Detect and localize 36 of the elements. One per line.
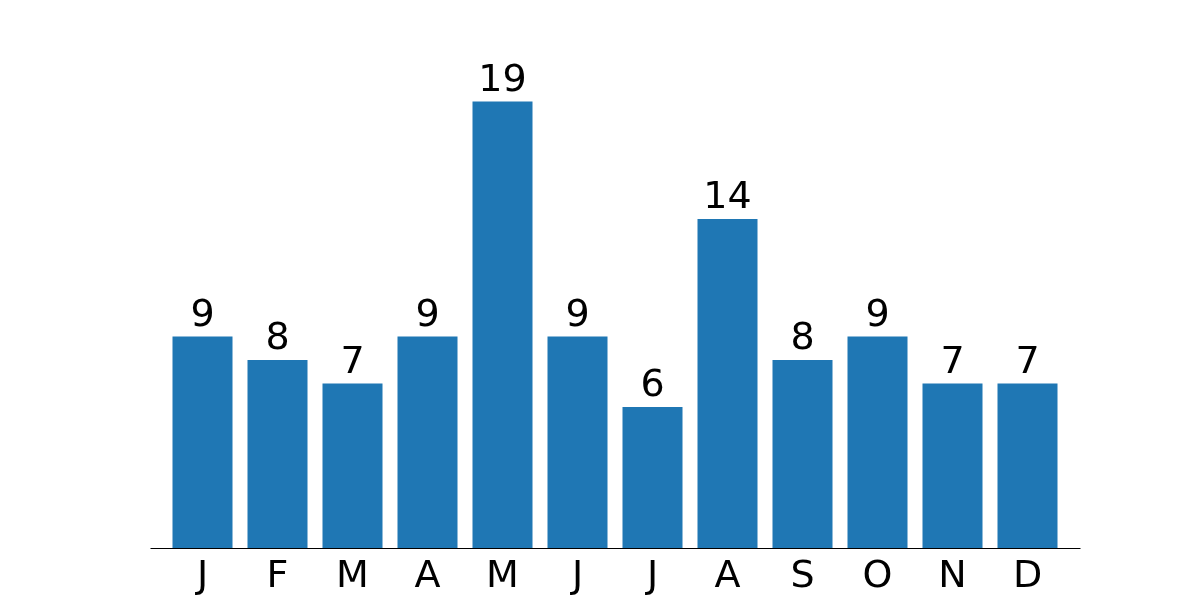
data-label: 7	[940, 337, 965, 382]
data-label: 8	[265, 314, 290, 358]
data-label: 9	[865, 290, 890, 335]
x-tick-label: O	[862, 551, 893, 596]
bar	[997, 383, 1058, 548]
x-tick-label: A	[714, 551, 741, 596]
data-label: 8	[790, 314, 815, 358]
data-label: 9	[415, 290, 440, 335]
bar	[847, 336, 908, 548]
x-tick-label: A	[414, 551, 441, 596]
data-label: 19	[478, 55, 527, 100]
data-label: 7	[340, 337, 365, 382]
x-tick-label: J	[194, 551, 209, 596]
bar	[172, 336, 233, 548]
bar	[397, 336, 458, 548]
x-tick-label: M	[486, 551, 519, 596]
data-label: 9	[565, 290, 590, 335]
data-label: 7	[1015, 337, 1040, 382]
data-label: 9	[190, 290, 215, 335]
x-tick-label: F	[266, 551, 289, 596]
data-label: 14	[703, 173, 752, 217]
bar	[322, 383, 383, 548]
x-tick-label: J	[644, 551, 659, 596]
bar	[247, 360, 308, 548]
x-tick-label: J	[569, 551, 584, 596]
bar	[547, 336, 608, 548]
bar	[772, 360, 833, 548]
data-label: 6	[640, 361, 665, 405]
bar	[922, 383, 983, 548]
bar	[472, 101, 533, 548]
x-tick-label: M	[336, 551, 369, 596]
x-tick-label: S	[790, 551, 815, 596]
bar	[622, 407, 683, 548]
x-tick-label: D	[1012, 551, 1043, 596]
bar	[697, 219, 758, 548]
x-tick-label: N	[938, 551, 967, 596]
